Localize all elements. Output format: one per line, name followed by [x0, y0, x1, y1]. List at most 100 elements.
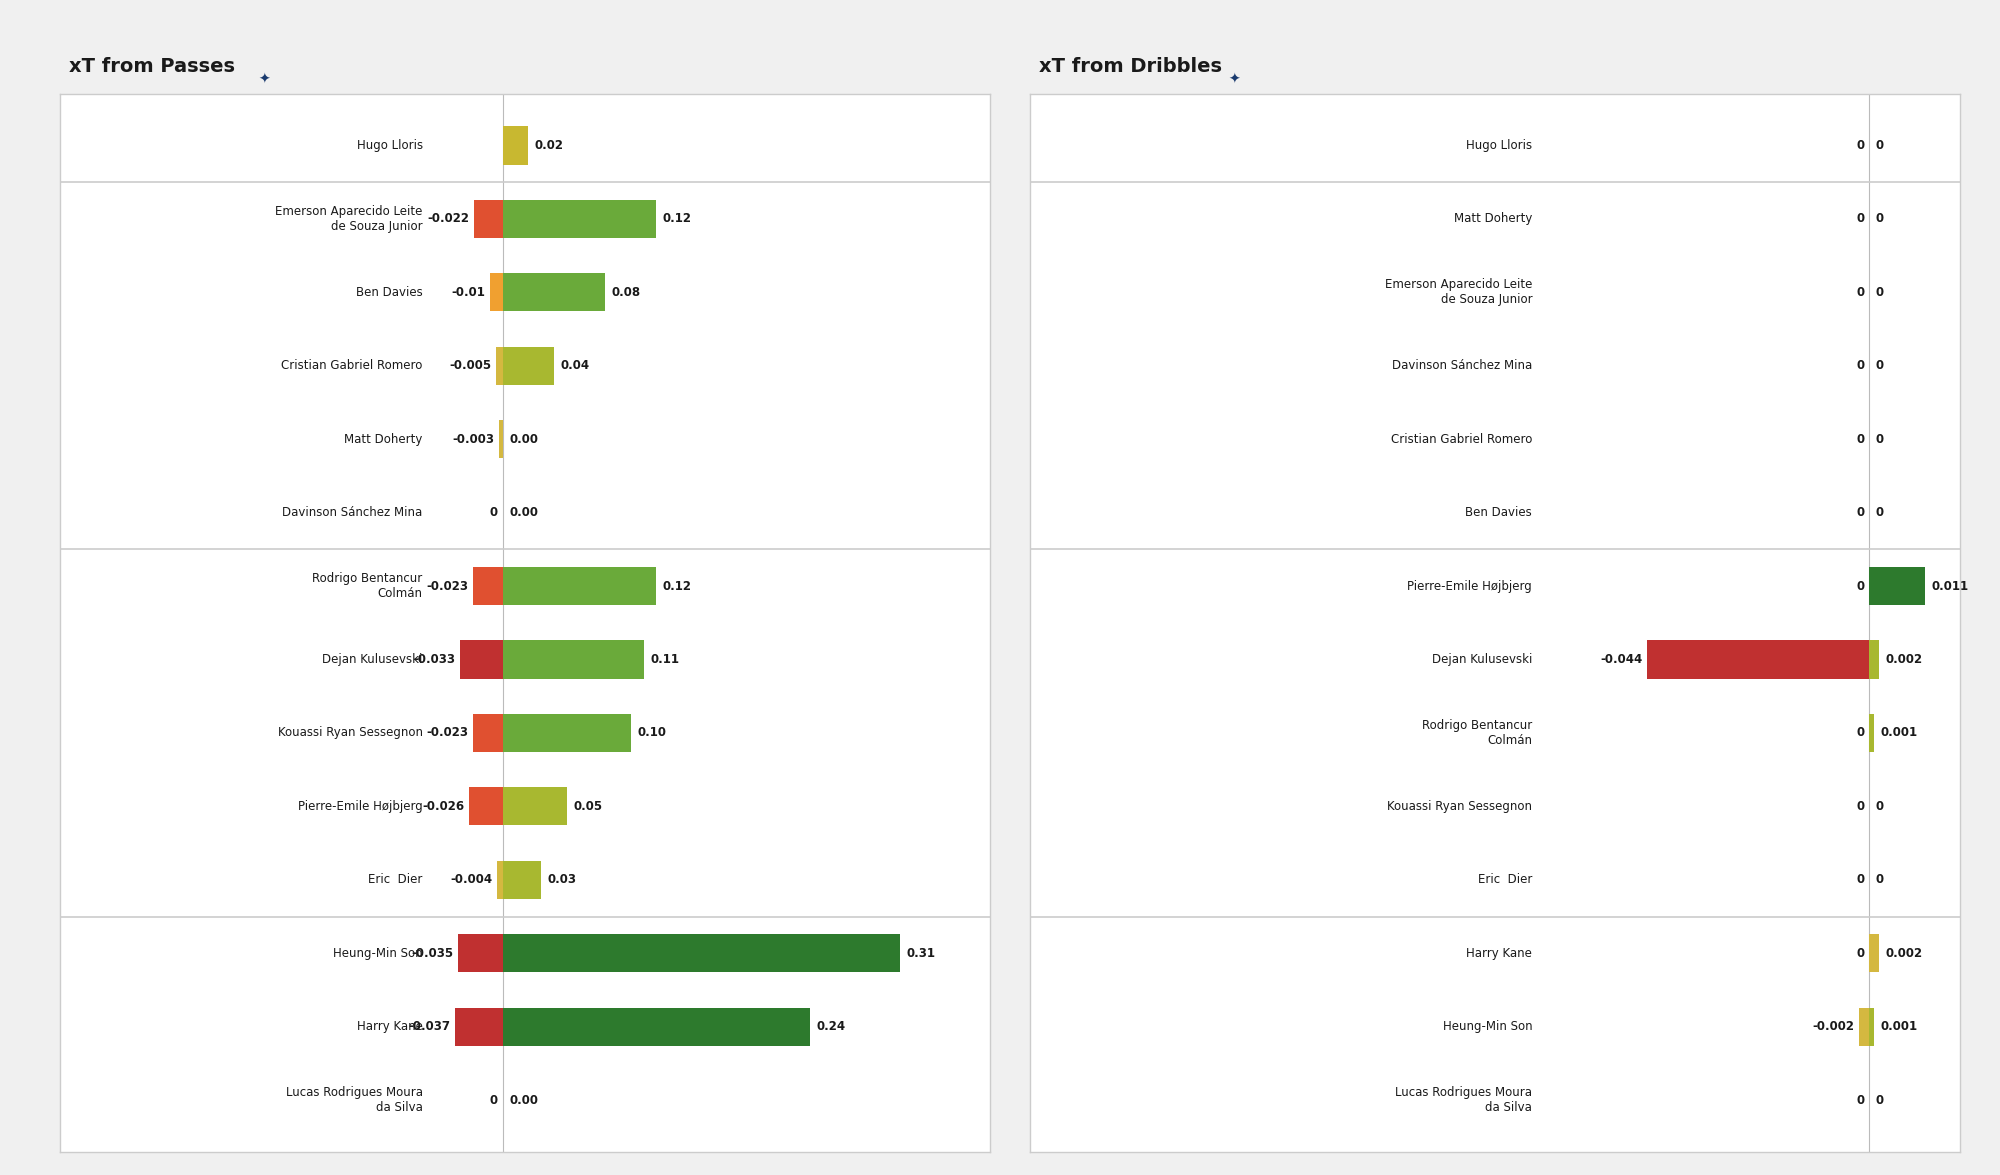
Text: 0: 0	[1876, 1094, 1884, 1107]
Text: -0.022: -0.022	[428, 213, 470, 226]
Text: Ben Davies: Ben Davies	[356, 286, 422, 298]
Text: 0.12: 0.12	[662, 213, 692, 226]
Bar	[502, 200, 656, 237]
Bar	[458, 934, 502, 973]
Text: Emerson Aparecido Leite
de Souza Junior: Emerson Aparecido Leite de Souza Junior	[276, 204, 422, 233]
Text: 0.08: 0.08	[612, 286, 640, 298]
Text: -0.033: -0.033	[414, 653, 456, 666]
Text: Pierre-Emile Højbjerg: Pierre-Emile Højbjerg	[1408, 579, 1532, 592]
Text: -0.003: -0.003	[452, 432, 494, 445]
Text: Kouassi Ryan Sessegnon: Kouassi Ryan Sessegnon	[278, 726, 422, 739]
Text: 0: 0	[1856, 139, 1864, 152]
Text: -0.023: -0.023	[426, 726, 468, 739]
Text: ✦: ✦	[258, 73, 270, 86]
Bar	[460, 640, 502, 679]
Bar	[502, 127, 528, 164]
Bar	[474, 200, 502, 237]
Text: -0.002: -0.002	[1812, 1020, 1854, 1033]
Text: 0.00: 0.00	[510, 1094, 538, 1107]
Text: 0.10: 0.10	[638, 726, 666, 739]
Text: -0.026: -0.026	[422, 800, 464, 813]
Text: 0: 0	[490, 506, 498, 519]
Bar	[502, 934, 900, 973]
Text: Matt Doherty: Matt Doherty	[344, 432, 422, 445]
Text: Harry Kane: Harry Kane	[1466, 947, 1532, 960]
Bar	[498, 860, 502, 899]
Text: Matt Doherty: Matt Doherty	[1454, 213, 1532, 226]
Bar	[456, 1008, 502, 1046]
Text: Eric  Dier: Eric Dier	[1478, 873, 1532, 886]
Text: 0: 0	[1856, 947, 1864, 960]
Text: 0: 0	[490, 1094, 498, 1107]
Bar	[498, 421, 502, 458]
Text: 0: 0	[1856, 873, 1864, 886]
Bar	[474, 713, 502, 752]
Text: Davinson Sánchez Mina: Davinson Sánchez Mina	[1392, 360, 1532, 372]
Bar	[502, 347, 554, 385]
Text: Dejan Kulusevski: Dejan Kulusevski	[1432, 653, 1532, 666]
Bar	[502, 787, 566, 825]
Text: 0: 0	[1856, 360, 1864, 372]
Text: Harry Kane: Harry Kane	[356, 1020, 422, 1033]
Text: xT from Passes: xT from Passes	[70, 56, 236, 75]
Text: 0: 0	[1876, 506, 1884, 519]
Text: Heung-Min Son: Heung-Min Son	[334, 947, 422, 960]
Text: -0.01: -0.01	[452, 286, 486, 298]
Bar	[1870, 640, 1880, 679]
Text: Heung-Min Son: Heung-Min Son	[1442, 1020, 1532, 1033]
Text: -0.037: -0.037	[408, 1020, 450, 1033]
Text: 0.011: 0.011	[1932, 579, 1968, 592]
Text: ✦: ✦	[1228, 73, 1240, 86]
Text: 0: 0	[1856, 1094, 1864, 1107]
Text: -0.004: -0.004	[450, 873, 492, 886]
Bar	[502, 713, 630, 752]
Text: 0.001: 0.001	[1880, 1020, 1918, 1033]
Bar	[1870, 713, 1874, 752]
Text: 0.03: 0.03	[548, 873, 576, 886]
Bar	[474, 568, 502, 605]
Bar	[1870, 568, 1924, 605]
Bar	[502, 860, 542, 899]
Bar	[502, 640, 644, 679]
Text: -0.044: -0.044	[1600, 653, 1642, 666]
Bar	[1870, 934, 1880, 973]
Text: 0: 0	[1876, 360, 1884, 372]
Text: Cristian Gabriel Romero: Cristian Gabriel Romero	[282, 360, 422, 372]
Bar	[1870, 1008, 1874, 1046]
Text: 0: 0	[1876, 139, 1884, 152]
Text: Dejan Kulusevski: Dejan Kulusevski	[322, 653, 422, 666]
Text: 0: 0	[1876, 432, 1884, 445]
Bar	[490, 274, 502, 311]
Text: 0.001: 0.001	[1880, 726, 1918, 739]
Text: Hugo Lloris: Hugo Lloris	[1466, 139, 1532, 152]
Text: 0: 0	[1856, 579, 1864, 592]
Text: 0.04: 0.04	[560, 360, 590, 372]
Text: Rodrigo Bentancur
Colmán: Rodrigo Bentancur Colmán	[312, 572, 422, 600]
Text: 0: 0	[1876, 213, 1884, 226]
Text: Kouassi Ryan Sessegnon: Kouassi Ryan Sessegnon	[1388, 800, 1532, 813]
Bar	[496, 347, 502, 385]
Text: Eric  Dier: Eric Dier	[368, 873, 422, 886]
Text: -0.023: -0.023	[426, 579, 468, 592]
Bar	[1648, 640, 1870, 679]
Text: -0.005: -0.005	[450, 360, 492, 372]
Text: Pierre-Emile Højbjerg: Pierre-Emile Højbjerg	[298, 800, 422, 813]
Text: 0.02: 0.02	[534, 139, 564, 152]
Text: 0: 0	[1856, 286, 1864, 298]
Text: 0.00: 0.00	[510, 506, 538, 519]
Text: Hugo Lloris: Hugo Lloris	[356, 139, 422, 152]
Text: 0: 0	[1856, 432, 1864, 445]
Text: 0: 0	[1876, 286, 1884, 298]
Bar	[502, 568, 656, 605]
Bar	[502, 1008, 810, 1046]
Text: 0.00: 0.00	[510, 432, 538, 445]
Text: 0.002: 0.002	[1886, 947, 1922, 960]
Text: 0: 0	[1876, 873, 1884, 886]
Text: 0.11: 0.11	[650, 653, 680, 666]
Text: 0: 0	[1856, 726, 1864, 739]
Text: Cristian Gabriel Romero: Cristian Gabriel Romero	[1390, 432, 1532, 445]
Bar	[502, 274, 606, 311]
Text: 0.002: 0.002	[1886, 653, 1922, 666]
Text: 0: 0	[1856, 506, 1864, 519]
Text: -0.035: -0.035	[410, 947, 454, 960]
